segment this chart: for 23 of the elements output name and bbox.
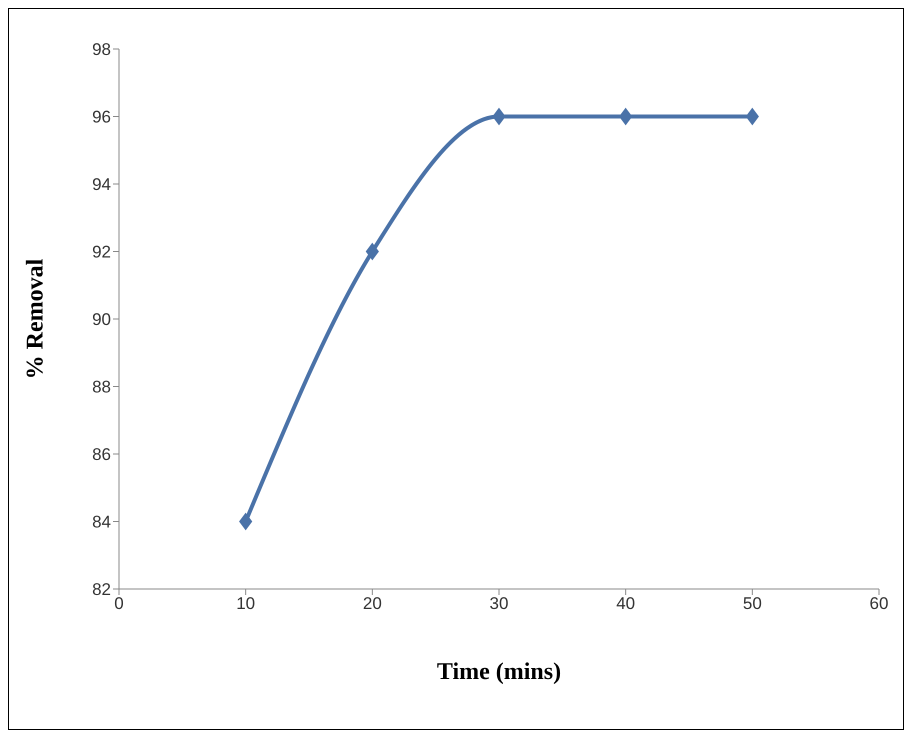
y-tick-label: 92 (92, 242, 111, 262)
point (492, 108, 506, 125)
y-tick-label: 98 (92, 40, 111, 60)
x-axis-title: Time (mins) (436, 659, 562, 685)
x-tick-label: 10 (236, 594, 256, 614)
y-tick-label: 84 (92, 512, 111, 532)
point (619, 108, 632, 125)
x-tick-label: 60 (870, 594, 888, 614)
x-tick-label: 30 (490, 594, 508, 614)
y-tick-label: 94 (92, 175, 111, 194)
y-axis-title: % Removal (22, 258, 49, 380)
x-tick-label: 50 (742, 594, 762, 614)
y-tick-label: 86 (92, 445, 111, 464)
y-tick-label: 82 (92, 580, 111, 600)
y-tick-label: 90 (92, 310, 111, 330)
point (746, 108, 759, 125)
point (239, 513, 252, 530)
x-tick-label: 0 (114, 594, 124, 614)
point (366, 243, 379, 260)
y-tick-label: 88 (92, 378, 111, 397)
y-tick-label: 96 (92, 108, 111, 127)
x-tick-label: 20 (362, 594, 382, 614)
x-tick-label: 40 (616, 594, 636, 614)
